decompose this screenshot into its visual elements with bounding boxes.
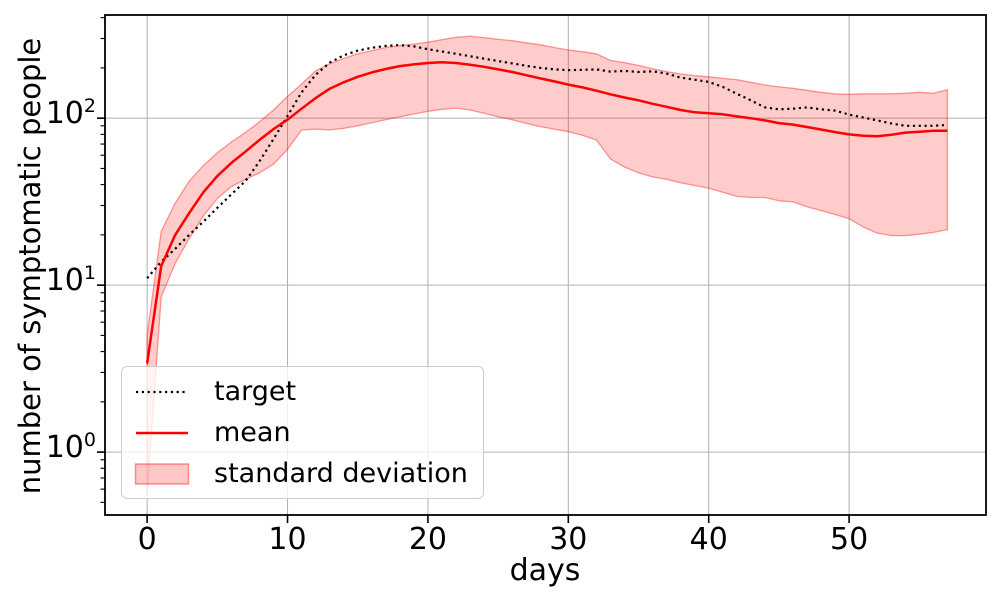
y-axis-label: number of symptomatic people: [13, 37, 47, 495]
legend-label-std: standard deviation: [214, 458, 468, 489]
legend-label-target: target: [214, 376, 297, 407]
legend-item-mean: mean: [134, 419, 483, 446]
x-tick-label-10: 10: [268, 522, 307, 557]
std-deviation-band: [146, 35, 949, 497]
y-tick-label-1e0: 100: [45, 429, 96, 466]
mean-line: [145, 61, 948, 364]
legend-item-target: target: [134, 378, 483, 405]
x-axis-label: days: [509, 553, 581, 588]
x-tick-label-30: 30: [549, 522, 588, 557]
legend-label-mean: mean: [214, 417, 291, 448]
mean-line-sample-icon: [136, 431, 188, 434]
y-tick-label-1e1: 101: [45, 262, 96, 299]
x-tick-label-40: 40: [689, 522, 728, 557]
x-tick-label-0: 0: [137, 522, 157, 557]
legend: target mean standard deviation: [121, 366, 484, 499]
y-tick-label-1e2: 102: [45, 95, 96, 132]
axes-frame: [104, 14, 987, 516]
target-line-sample-icon: [136, 390, 188, 393]
x-tick-label-20: 20: [408, 522, 447, 557]
legend-item-std: standard deviation: [134, 460, 483, 487]
x-tick-label-50: 50: [830, 522, 869, 557]
std-band-sample-icon: [134, 462, 190, 485]
